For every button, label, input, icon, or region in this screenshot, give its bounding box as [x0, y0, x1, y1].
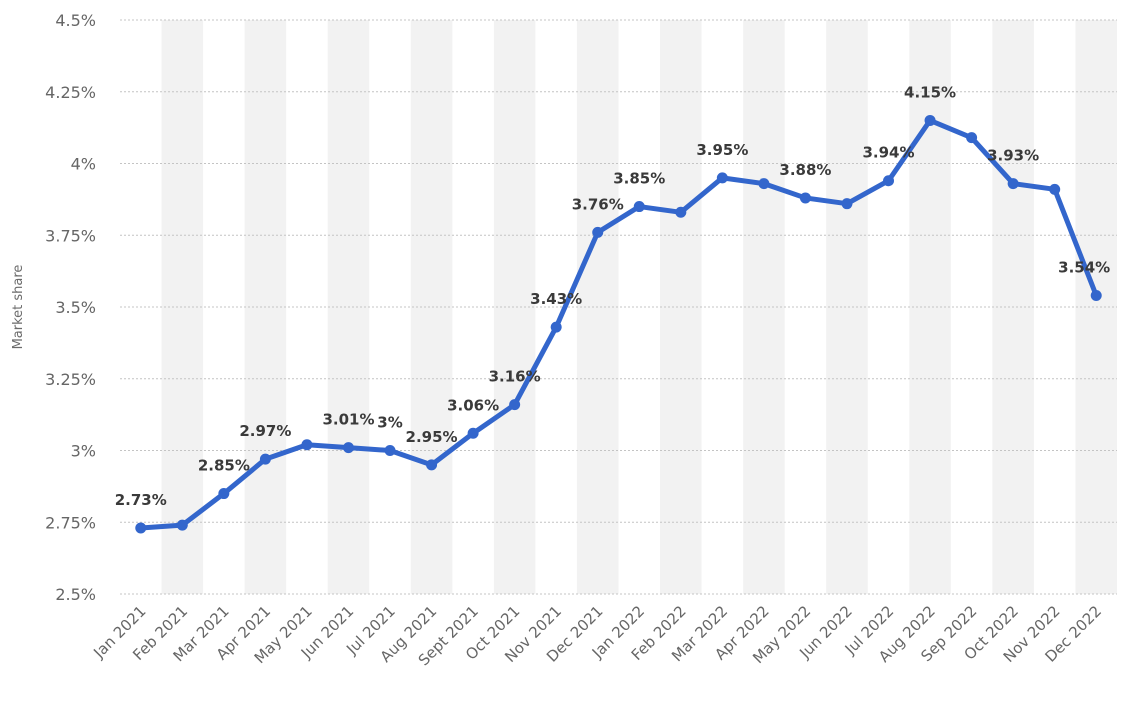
y-tick-label: 2.5% — [55, 585, 96, 604]
data-label: 3.54% — [1058, 259, 1110, 277]
data-point — [592, 226, 604, 238]
data-point — [426, 459, 438, 471]
data-point — [1090, 290, 1102, 302]
data-point — [675, 206, 687, 218]
y-tick-label: 3.25% — [45, 370, 96, 389]
y-tick-label: 4.25% — [45, 83, 96, 102]
data-point — [1007, 178, 1019, 190]
data-label: 3.06% — [447, 396, 499, 414]
y-tick-label: 3.5% — [55, 298, 96, 317]
data-label: 3% — [377, 414, 402, 432]
data-point — [176, 519, 188, 531]
y-tick-label: 4% — [71, 155, 96, 174]
data-label: 3.01% — [322, 411, 374, 429]
data-point — [841, 198, 853, 210]
data-labels: 2.73% 2.85% 2.97% 3.01% 3%2.95% 3.06% 3.16% 3.4… — [115, 83, 1110, 509]
data-point — [467, 427, 479, 439]
data-point — [342, 442, 354, 454]
data-label: 4.15% — [904, 83, 956, 101]
series-line — [138, 117, 1099, 531]
y-axis-ticks: 2.5% 2.75% 3% 3.25% 3.5% 3.75% 4% 4.25% 4.5% — [45, 11, 96, 604]
y-tick-label: 4.5% — [55, 11, 96, 30]
data-label: 2.97% — [239, 422, 291, 440]
y-axis-title: Market share — [11, 265, 26, 350]
data-label: 3.94% — [862, 144, 914, 162]
data-label: 3.95% — [696, 141, 748, 159]
data-point — [218, 488, 230, 500]
data-label: 3.93% — [987, 147, 1039, 165]
y-tick-label: 3.75% — [45, 226, 96, 245]
data-point — [550, 321, 562, 333]
data-point — [758, 178, 770, 190]
series-line-path — [138, 117, 1099, 531]
data-point — [924, 114, 936, 126]
data-point — [1049, 183, 1061, 195]
data-label: 2.73% — [115, 491, 167, 509]
data-point — [259, 453, 271, 465]
data-point — [135, 522, 147, 534]
data-point — [384, 445, 396, 456]
data-point — [966, 132, 978, 144]
data-label: 3.85% — [613, 170, 665, 188]
y-tick-label: 3% — [71, 442, 96, 461]
data-point — [799, 192, 811, 204]
data-label: 3.88% — [779, 161, 831, 179]
data-points — [135, 114, 1102, 534]
data-label: 3.43% — [530, 290, 582, 308]
data-label: 2.85% — [198, 457, 250, 475]
data-label: 3.16% — [489, 368, 541, 386]
data-label: 2.95% — [406, 428, 458, 446]
data-point — [883, 175, 895, 187]
data-point — [509, 399, 521, 411]
data-point — [716, 172, 728, 184]
data-point — [633, 201, 645, 213]
data-point — [301, 439, 313, 451]
data-label: 3.76% — [572, 195, 624, 213]
y-tick-label: 2.75% — [45, 513, 96, 532]
